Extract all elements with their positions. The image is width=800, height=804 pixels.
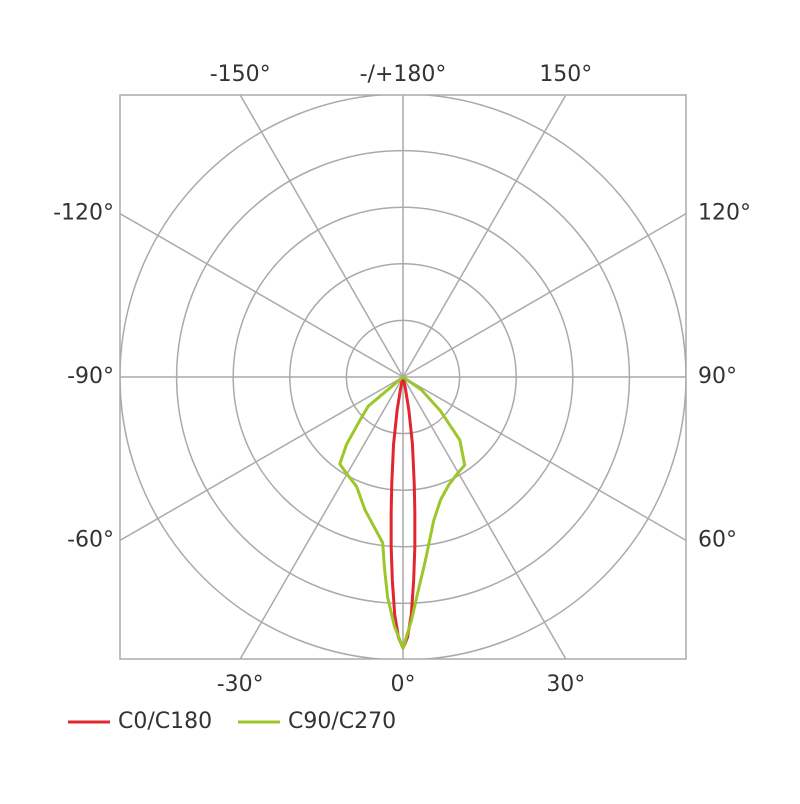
- grid-spoke: [402, 376, 567, 659]
- intensity-curve: [338, 375, 467, 650]
- angle-tick-label: 120°: [698, 201, 751, 226]
- angle-tick-label: -/+180°: [360, 62, 447, 87]
- angle-tick-label: -120°: [53, 201, 114, 226]
- legend-label: C0/C180: [118, 709, 212, 734]
- grid: [120, 95, 686, 659]
- grid-spoke: [402, 376, 686, 542]
- grid-spoke: [120, 212, 404, 378]
- grid-spoke: [239, 376, 404, 659]
- angle-tick-label: -90°: [67, 364, 114, 389]
- angle-tick-label: 90°: [698, 364, 737, 389]
- curves: [338, 375, 467, 650]
- angle-tick-label: 30°: [546, 672, 585, 697]
- angle-tick-label: 0°: [391, 672, 416, 697]
- grid-spoke: [239, 95, 404, 378]
- legend-label: C90/C270: [288, 709, 396, 734]
- grid-spoke: [402, 95, 567, 378]
- labels: 0° 30° 60° 90° 120° 150° -/+180° -150° -120° -90°…: [53, 62, 751, 734]
- grid-spoke: [120, 376, 404, 542]
- angle-tick-label: 150°: [539, 62, 592, 87]
- angle-tick-label: -30°: [217, 672, 264, 697]
- grid-spoke: [402, 212, 686, 378]
- angle-tick-label: -150°: [210, 62, 271, 87]
- angle-tick-label: -60°: [67, 527, 114, 552]
- angle-tick-label: 60°: [698, 527, 737, 552]
